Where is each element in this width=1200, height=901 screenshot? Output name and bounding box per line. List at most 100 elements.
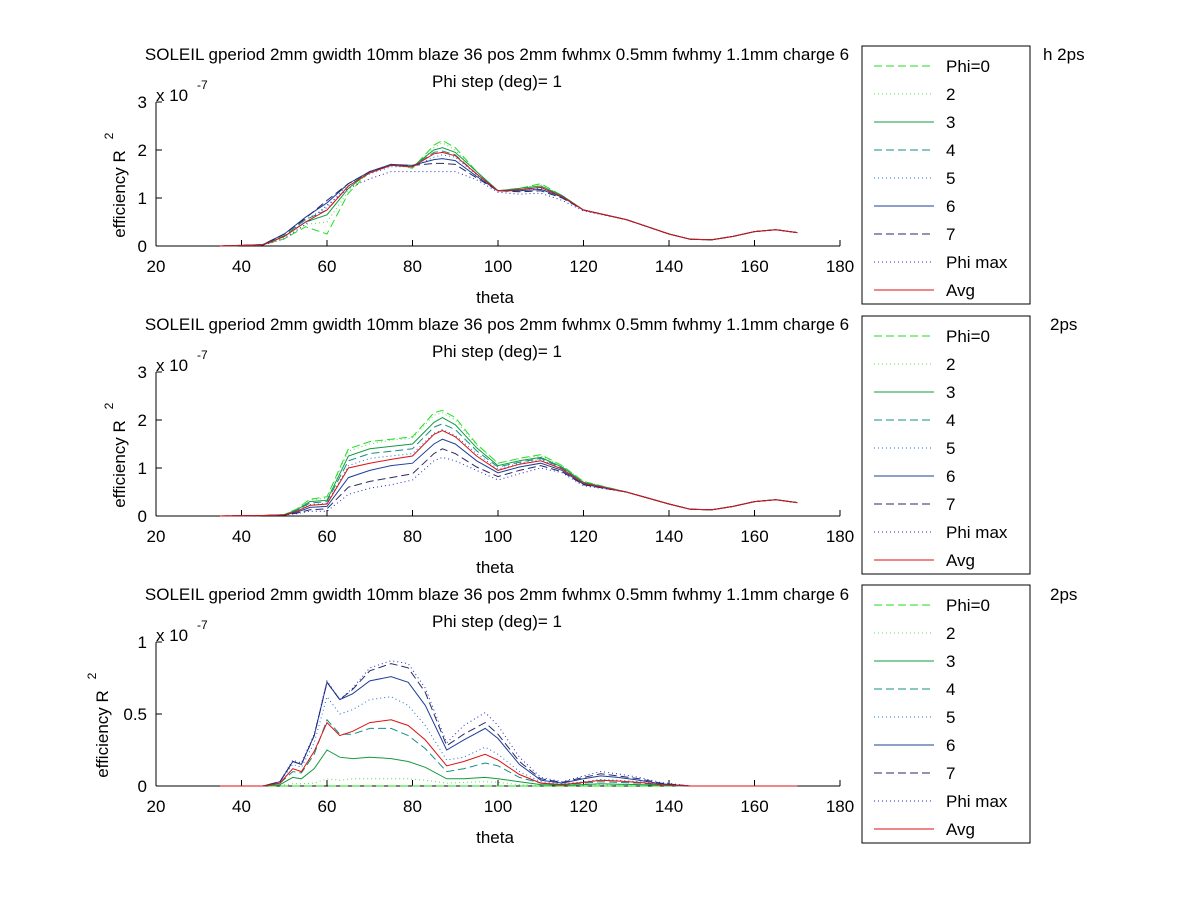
chart-2-series-9-line: [220, 430, 798, 517]
chart-2-x-tick-label: 160: [740, 527, 768, 546]
chart-2-exponent-label: x 10: [156, 356, 188, 375]
chart-1-series-9-line: [220, 151, 798, 247]
chart-1-legend-label: Avg: [946, 281, 975, 300]
chart-3-title-tail: 2ps: [1050, 585, 1077, 604]
chart-3-y-tick-label: 0.5: [123, 705, 147, 724]
chart-3-legend: [861, 584, 1031, 844]
chart-1-y-tick-label: 1: [138, 189, 147, 208]
chart-2-legend-label: 3: [946, 383, 955, 402]
chart-1-x-tick-label: 20: [147, 257, 166, 276]
chart-3-x-tick-label: 80: [403, 797, 422, 816]
chart-3-legend-label: Phi max: [946, 792, 1008, 811]
chart-2-y-tick-label: 1: [138, 459, 147, 478]
chart-2-y-tick-label: 3: [138, 363, 147, 382]
chart-1-exponent-sup: -7: [197, 78, 208, 92]
chart-2-legend-label: 2: [946, 355, 955, 374]
chart-2-x-tick-label: 80: [403, 527, 422, 546]
chart-2-legend-label: 6: [946, 467, 955, 486]
chart-1-title: SOLEIL gperiod 2mm gwidth 10mm blaze 36 …: [145, 45, 849, 64]
chart-2-title: SOLEIL gperiod 2mm gwidth 10mm blaze 36 …: [145, 315, 849, 334]
chart-1-title-tail: h 2ps: [1043, 45, 1085, 64]
chart-2-legend-label: 7: [946, 495, 955, 514]
chart-2-x-tick-label: 100: [484, 527, 512, 546]
chart-1-x-tick-label: 60: [318, 257, 337, 276]
chart-1-x-tick-label: 180: [826, 257, 854, 276]
chart-2-exponent-sup: -7: [197, 348, 208, 362]
chart-3-series-3-line: [220, 749, 798, 787]
chart-1-legend-label: 3: [946, 113, 955, 132]
chart-2-legend-label: Avg: [946, 551, 975, 570]
chart-2-y-label: efficiency R: [110, 420, 129, 508]
chart-2-y-label-sup: 2: [102, 402, 116, 409]
chart-2-x-tick-label: 180: [826, 527, 854, 546]
chart-3-y-tick-label: 0: [138, 777, 147, 796]
chart-1-x-tick-label: 140: [655, 257, 683, 276]
chart-3-y-tick-label: 1: [138, 633, 147, 652]
chart-1-legend-label: Phi=0: [946, 57, 990, 76]
chart-1-series-8-line: [220, 171, 798, 247]
chart-1-legend-label: 4: [946, 141, 955, 160]
chart-3-series-7-line: [220, 663, 798, 787]
chart-1-y-label: efficiency R: [110, 150, 129, 238]
chart-1-legend-label: 2: [946, 85, 955, 104]
chart-3-y-label: efficiency R: [93, 690, 112, 778]
chart-1-x-tick-label: 40: [232, 257, 251, 276]
chart-1-legend-label: 7: [946, 225, 955, 244]
chart-3-series-8-line: [220, 660, 798, 787]
chart-1-subtitle: Phi step (deg)= 1: [432, 72, 562, 91]
chart-3-x-tick-label: 180: [826, 797, 854, 816]
chart-3-x-tick-label: 60: [318, 797, 337, 816]
chart-1-x-tick-label: 80: [403, 257, 422, 276]
chart-2-x-tick-label: 40: [232, 527, 251, 546]
chart-3-x-tick-label: 120: [569, 797, 597, 816]
chart-1-legend-label: 5: [946, 169, 955, 188]
chart-1-y-tick-label: 2: [138, 141, 147, 160]
chart-2-x-tick-label: 20: [147, 527, 166, 546]
chart-3-title: SOLEIL gperiod 2mm gwidth 10mm blaze 36 …: [145, 585, 849, 604]
chart-2-x-label: theta: [476, 558, 514, 577]
chart-3-y-label-sup: 2: [85, 672, 99, 679]
chart-1-x-label: theta: [476, 288, 514, 307]
chart-2-legend-label: Phi max: [946, 523, 1008, 542]
chart-1-x-tick-label: 100: [484, 257, 512, 276]
chart-1-legend-label: Phi max: [946, 253, 1008, 272]
chart-1-legend: [861, 45, 1031, 305]
chart-3-x-tick-label: 140: [655, 797, 683, 816]
chart-2-legend-label: Phi=0: [946, 327, 990, 346]
chart-2-x-tick-label: 120: [569, 527, 597, 546]
chart-3-exponent-sup: -7: [197, 618, 208, 632]
chart-2-legend: [861, 315, 1031, 575]
chart-2-x-tick-label: 140: [655, 527, 683, 546]
chart-3-legend-label: 6: [946, 736, 955, 755]
chart-3-x-tick-label: 20: [147, 797, 166, 816]
chart-1-legend-label: 6: [946, 197, 955, 216]
chart-1-y-label-sup: 2: [102, 132, 116, 139]
chart-3-series-9-line: [220, 719, 798, 787]
chart-3-x-tick-label: 40: [232, 797, 251, 816]
chart-3-legend-label: 3: [946, 652, 955, 671]
chart-3-x-label: theta: [476, 828, 514, 847]
chart-3-legend-label: 2: [946, 624, 955, 643]
chart-2-title-tail: 2ps: [1050, 315, 1077, 334]
chart-3-legend-label: 5: [946, 708, 955, 727]
chart-1-x-tick-label: 160: [740, 257, 768, 276]
chart-2-y-tick-label: 2: [138, 411, 147, 430]
chart-2-y-tick-label: 0: [138, 507, 147, 526]
chart-3-subtitle: Phi step (deg)= 1: [432, 612, 562, 631]
chart-3-x-tick-label: 100: [484, 797, 512, 816]
chart-2-legend-label: 5: [946, 439, 955, 458]
chart-1-exponent-label: x 10: [156, 86, 188, 105]
chart-2-series-4-line: [220, 423, 798, 517]
chart-1-y-tick-label: 0: [138, 237, 147, 256]
chart-3-legend-label: Phi=0: [946, 596, 990, 615]
chart-3-legend-label: 4: [946, 680, 955, 699]
chart-3-x-tick-label: 160: [740, 797, 768, 816]
chart-2-x-tick-label: 60: [318, 527, 337, 546]
chart-1-x-tick-label: 120: [569, 257, 597, 276]
chart-1-y-tick-label: 3: [138, 93, 147, 112]
chart-3-legend-label: 7: [946, 764, 955, 783]
chart-3-series-4-line: [220, 718, 798, 787]
chart-2-subtitle: Phi step (deg)= 1: [432, 342, 562, 361]
chart-2-legend-label: 4: [946, 411, 955, 430]
